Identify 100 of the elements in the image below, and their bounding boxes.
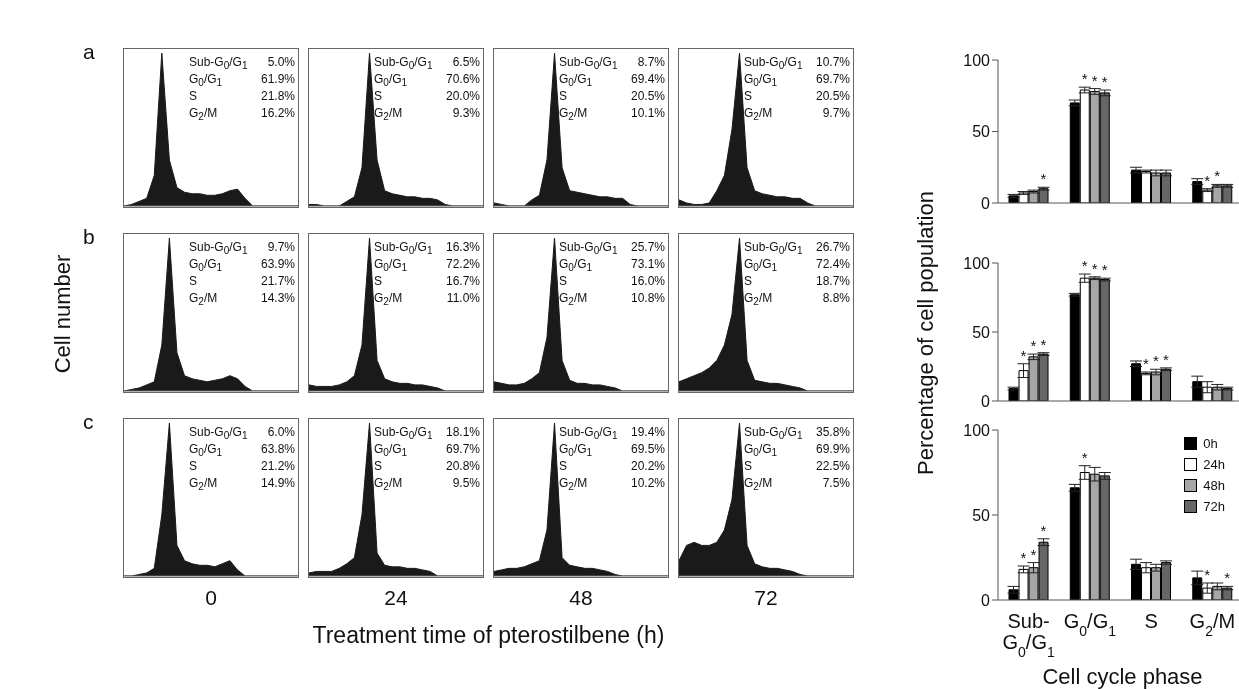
- annotation: S: [189, 458, 198, 474]
- y-tick-label: 100: [963, 421, 991, 439]
- annotation: 10.8%: [630, 290, 665, 306]
- annotation: 61.9%: [260, 71, 295, 87]
- annotation: 25.7%: [630, 239, 665, 255]
- annotation: 21.8%: [260, 88, 295, 104]
- annotation: S: [374, 273, 383, 289]
- annotation: 18.7%: [815, 273, 850, 289]
- annotation: G$_{0}$/G$_{1}$: [189, 442, 223, 459]
- annotation: 7.5%: [822, 475, 850, 491]
- annotation: 20.5%: [630, 88, 665, 104]
- annotation: 21.7%: [260, 273, 295, 289]
- data-label: *: [1153, 352, 1160, 370]
- x-axis-title: 24: [383, 586, 409, 610]
- x-tick-label: Sub-G$_{0}$/G$_{1}$: [1002, 610, 1055, 660]
- annotation: S: [744, 88, 753, 104]
- annotation: 20.8%: [445, 458, 480, 474]
- data-label: *: [1030, 545, 1037, 563]
- x-tick-label: S: [1144, 610, 1158, 632]
- annotation: G$_{2}$/M: [744, 475, 773, 495]
- y-tick-label: 50: [972, 506, 991, 524]
- annotation: G$_{2}$/M: [189, 105, 218, 125]
- annotation: 14.3%: [260, 290, 295, 306]
- annotation: G$_{0}$/G$_{1}$: [374, 257, 408, 274]
- data-label: *: [1214, 167, 1221, 185]
- annotation: Sub-G$_{0}$/G$_{1}$: [189, 240, 248, 257]
- annotation: 69.7%: [445, 441, 480, 457]
- data-label: *: [1204, 566, 1211, 583]
- annotation: S: [559, 273, 568, 289]
- annotation: 73.1%: [630, 256, 665, 272]
- annotation: G$_{0}$/G$_{1}$: [189, 72, 223, 89]
- data-label: *: [1163, 350, 1170, 368]
- annotation: 16.0%: [630, 273, 665, 289]
- annotation: Sub-G$_{0}$/G$_{1}$: [744, 240, 803, 257]
- text: Treatment time of pterostilbene (h): [311, 622, 666, 649]
- annotation: G$_{2}$/M: [559, 105, 588, 125]
- data-label: *: [1101, 261, 1108, 279]
- annotation: G$_{0}$/G$_{1}$: [559, 257, 593, 274]
- annotation: 16.2%: [260, 105, 295, 121]
- annotation: 70.6%: [445, 71, 480, 87]
- annotation: 19.4%: [630, 424, 665, 440]
- x-axis-title: Cell cycle phase: [1041, 664, 1204, 689]
- annotation: 6.0%: [267, 424, 295, 440]
- annotation: S: [559, 88, 568, 104]
- annotation: 21.2%: [260, 458, 295, 474]
- annotation: 20.0%: [445, 88, 480, 104]
- annotation: S: [374, 88, 383, 104]
- data-label: *: [1224, 569, 1231, 587]
- text: 0: [205, 586, 217, 609]
- annotation: S: [744, 273, 753, 289]
- x-axis-title: 72: [753, 586, 779, 610]
- data-label: *: [1081, 257, 1088, 275]
- annotation: G$_{0}$/G$_{1}$: [374, 442, 408, 459]
- legend-label: 72h: [1203, 499, 1225, 514]
- data-label: *: [1081, 448, 1088, 466]
- y-axis-title: Cell number: [50, 253, 76, 376]
- legend-label: 48h: [1203, 478, 1225, 493]
- annotation: Sub-G$_{0}$/G$_{1}$: [559, 55, 618, 72]
- data-label: *: [1091, 259, 1098, 277]
- annotation: 5.0%: [267, 54, 295, 70]
- legend-label: 0h: [1203, 436, 1218, 451]
- annotation: S: [374, 458, 383, 474]
- chart-title: b: [83, 225, 95, 249]
- annotation: 8.8%: [822, 290, 850, 306]
- annotation: G$_{0}$/G$_{1}$: [374, 72, 408, 89]
- annotation: G$_{0}$/G$_{1}$: [189, 257, 223, 274]
- annotation: 16.7%: [445, 273, 480, 289]
- y-tick-label: 100: [963, 254, 991, 272]
- annotation: Sub-G$_{0}$/G$_{1}$: [559, 240, 618, 257]
- annotation: G$_{2}$/M: [374, 475, 403, 495]
- data-label: *: [1204, 171, 1211, 189]
- chart-title: c: [83, 410, 94, 434]
- annotation: 20.5%: [815, 88, 850, 104]
- annotation: Sub-G$_{0}$/G$_{1}$: [744, 55, 803, 72]
- annotation: Sub-G$_{0}$/G$_{1}$: [374, 425, 433, 442]
- legend-label: 24h: [1203, 457, 1225, 472]
- x-axis-title: 48: [568, 586, 594, 610]
- y-tick-label: 0: [981, 591, 991, 609]
- data-label: *: [1091, 71, 1098, 89]
- y-tick-label: 50: [972, 323, 991, 341]
- x-axis-title: 0: [223, 430, 230, 442]
- data-label: *: [1101, 73, 1108, 91]
- data-label: *: [1020, 346, 1027, 364]
- x-tick-label: G$_{0}$/G$_{1}$: [1063, 610, 1117, 639]
- annotation: 8.7%: [637, 54, 665, 70]
- annotation: 20.2%: [630, 458, 665, 474]
- annotation: G$_{2}$/M: [559, 475, 588, 495]
- annotation: G$_{0}$/G$_{1}$: [744, 72, 778, 89]
- annotation: 6.5%: [452, 54, 480, 70]
- y-tick-label: 0: [981, 392, 991, 410]
- annotation: Sub-G$_{0}$/G$_{1}$: [374, 55, 433, 72]
- annotation: 72.4%: [815, 256, 850, 272]
- annotation: 9.5%: [452, 475, 480, 491]
- data-label: *: [1040, 170, 1047, 188]
- annotation: G$_{0}$/G$_{1}$: [559, 442, 593, 459]
- annotation: 69.4%: [630, 71, 665, 87]
- annotation: 35.8%: [815, 424, 850, 440]
- annotation: 10.7%: [815, 54, 850, 70]
- annotation: 9.7%: [267, 239, 295, 255]
- data-label: *: [1020, 549, 1027, 566]
